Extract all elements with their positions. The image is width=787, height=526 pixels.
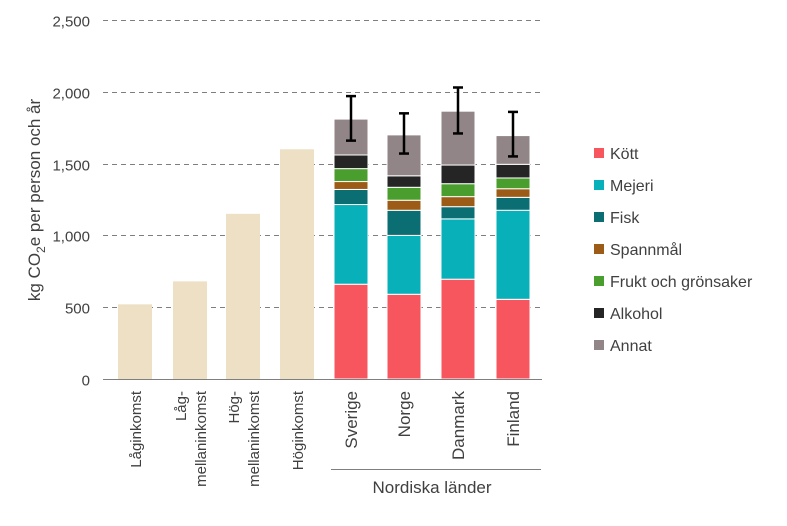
income-bar bbox=[173, 281, 207, 379]
legend-label: Spannmål bbox=[610, 241, 682, 259]
income-category-label: Låginkomst bbox=[128, 390, 145, 468]
income-category-label: mellaninkomst bbox=[246, 390, 263, 487]
stack-segment bbox=[333, 154, 369, 170]
country-label: Sverige bbox=[342, 391, 361, 449]
stack-segment bbox=[386, 234, 422, 295]
y-axis-label-rest: e per person och år bbox=[25, 99, 44, 247]
error-bar bbox=[399, 112, 409, 155]
legend-label: Annat bbox=[610, 338, 652, 355]
legend-label: Mejeri bbox=[610, 178, 654, 195]
legend-swatch bbox=[594, 276, 604, 286]
income-category-label: Höginkomst bbox=[290, 390, 307, 470]
error-bar bbox=[346, 94, 356, 142]
stack-segment bbox=[386, 175, 422, 188]
stack-segment bbox=[333, 204, 369, 285]
income-bar bbox=[118, 304, 152, 379]
stack-segment bbox=[333, 188, 369, 206]
error-bar bbox=[508, 110, 518, 158]
stack-segment bbox=[440, 206, 476, 220]
legend: Kött Mejeri Fisk Spannmål Frukt och grönsake… bbox=[594, 146, 753, 355]
y-tick-label: 2,000 bbox=[52, 86, 90, 103]
y-axis-label: kg CO2e per person och år bbox=[25, 99, 48, 302]
stack-segment bbox=[333, 283, 369, 380]
stack-segment bbox=[440, 164, 476, 185]
legend-label: Frukt och grönsaker bbox=[610, 274, 753, 291]
stack-segment bbox=[495, 196, 531, 211]
y-axis-label-subscript: 2 bbox=[34, 246, 48, 253]
income-category-label: Låg- bbox=[173, 391, 190, 421]
legend-swatch bbox=[594, 180, 604, 190]
group-label: Nordiska länder bbox=[372, 478, 491, 497]
gridlines bbox=[103, 20, 542, 308]
stack-segment bbox=[333, 181, 369, 190]
stack-segment bbox=[386, 186, 422, 201]
stack-segment bbox=[495, 177, 531, 190]
income-bar bbox=[280, 149, 314, 379]
y-tick-label: 2,500 bbox=[52, 14, 90, 31]
y-axis-label-main: kg CO bbox=[25, 253, 44, 301]
bars bbox=[118, 110, 531, 380]
y-tick-label: 1,500 bbox=[52, 158, 90, 175]
legend-label: Kött bbox=[610, 146, 639, 163]
legend-swatch bbox=[594, 308, 604, 318]
legend-swatch bbox=[594, 148, 604, 158]
error-bar bbox=[453, 86, 463, 135]
stack-segment bbox=[333, 168, 369, 183]
legend-label: Alkohol bbox=[610, 306, 662, 323]
stack-segment bbox=[495, 209, 531, 300]
stack-segment bbox=[440, 183, 476, 198]
y-tick-label: 0 bbox=[82, 373, 90, 390]
y-tick-label: 1,000 bbox=[52, 229, 90, 246]
income-category-label: Hög- bbox=[226, 391, 243, 424]
stack-segment bbox=[440, 278, 476, 380]
income-category-label: mellaninkomst bbox=[193, 390, 210, 487]
legend-swatch bbox=[594, 340, 604, 350]
country-label: Norge bbox=[395, 391, 414, 437]
legend-swatch bbox=[594, 212, 604, 222]
legend-swatch bbox=[594, 244, 604, 254]
stack-segment bbox=[386, 293, 422, 380]
country-label: Finland bbox=[504, 391, 523, 447]
stack-segment bbox=[495, 163, 531, 179]
stack-segment bbox=[386, 209, 422, 236]
stack-segment bbox=[495, 188, 531, 198]
stack-segment bbox=[440, 196, 476, 208]
stack-segment bbox=[495, 298, 531, 380]
x-axis-labels: Låginkomst Låg-mellaninkomst Hög-mellanink… bbox=[128, 390, 523, 487]
legend-label: Fisk bbox=[610, 210, 640, 227]
stack-segment bbox=[386, 199, 422, 211]
country-label: Danmark bbox=[449, 391, 468, 460]
error-bars bbox=[346, 86, 518, 158]
y-axis-ticks: 0 500 1,000 1,500 2,000 2,500 bbox=[52, 14, 90, 390]
stack-segment bbox=[440, 218, 476, 280]
y-tick-label: 500 bbox=[65, 301, 90, 318]
income-bar bbox=[226, 213, 260, 379]
